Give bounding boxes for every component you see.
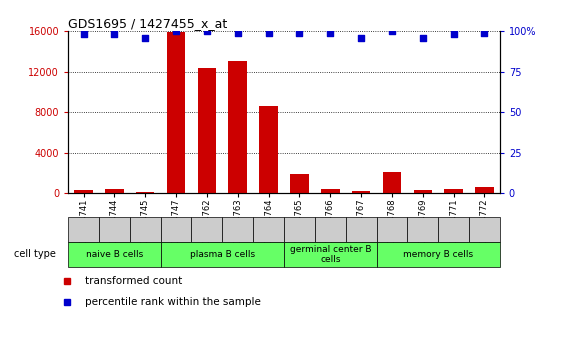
- Bar: [469, 217, 500, 241]
- Bar: [105, 189, 124, 193]
- Bar: [284, 217, 315, 241]
- Bar: [321, 189, 340, 193]
- Point: [79, 31, 88, 37]
- Text: naive B cells: naive B cells: [86, 250, 143, 259]
- Point: [110, 31, 119, 37]
- Text: percentile rank within the sample: percentile rank within the sample: [85, 297, 261, 307]
- Text: germinal center B
cells: germinal center B cells: [290, 245, 371, 264]
- Point: [325, 30, 335, 36]
- Point: [449, 31, 458, 37]
- Point: [418, 35, 427, 40]
- Bar: [438, 217, 469, 241]
- Point: [172, 28, 181, 34]
- Bar: [191, 217, 222, 241]
- Bar: [414, 190, 432, 193]
- Bar: [222, 217, 253, 241]
- Bar: [383, 172, 401, 193]
- Bar: [315, 217, 346, 241]
- Bar: [290, 174, 308, 193]
- Bar: [161, 241, 284, 267]
- Bar: [377, 217, 407, 241]
- Bar: [377, 241, 500, 267]
- Bar: [284, 241, 377, 267]
- Bar: [260, 106, 278, 193]
- Point: [202, 28, 211, 34]
- Bar: [346, 217, 377, 241]
- Point: [357, 35, 366, 40]
- Bar: [161, 217, 191, 241]
- Point: [264, 30, 273, 36]
- Bar: [407, 217, 438, 241]
- Point: [233, 30, 243, 36]
- Text: cell type: cell type: [14, 249, 56, 259]
- Text: plasma B cells: plasma B cells: [190, 250, 255, 259]
- Bar: [352, 191, 370, 193]
- Bar: [136, 192, 154, 193]
- Text: GDS1695 / 1427455_x_at: GDS1695 / 1427455_x_at: [68, 17, 227, 30]
- Bar: [198, 68, 216, 193]
- Bar: [253, 217, 284, 241]
- Bar: [444, 189, 463, 193]
- Bar: [475, 187, 494, 193]
- Bar: [74, 190, 93, 193]
- Text: memory B cells: memory B cells: [403, 250, 473, 259]
- Point: [480, 30, 489, 36]
- Bar: [167, 32, 185, 193]
- Point: [387, 28, 396, 34]
- Text: transformed count: transformed count: [85, 276, 182, 286]
- Bar: [99, 217, 130, 241]
- Point: [295, 30, 304, 36]
- Bar: [68, 217, 99, 241]
- Bar: [68, 241, 161, 267]
- Bar: [130, 217, 161, 241]
- Bar: [228, 61, 247, 193]
- Point: [141, 35, 150, 40]
